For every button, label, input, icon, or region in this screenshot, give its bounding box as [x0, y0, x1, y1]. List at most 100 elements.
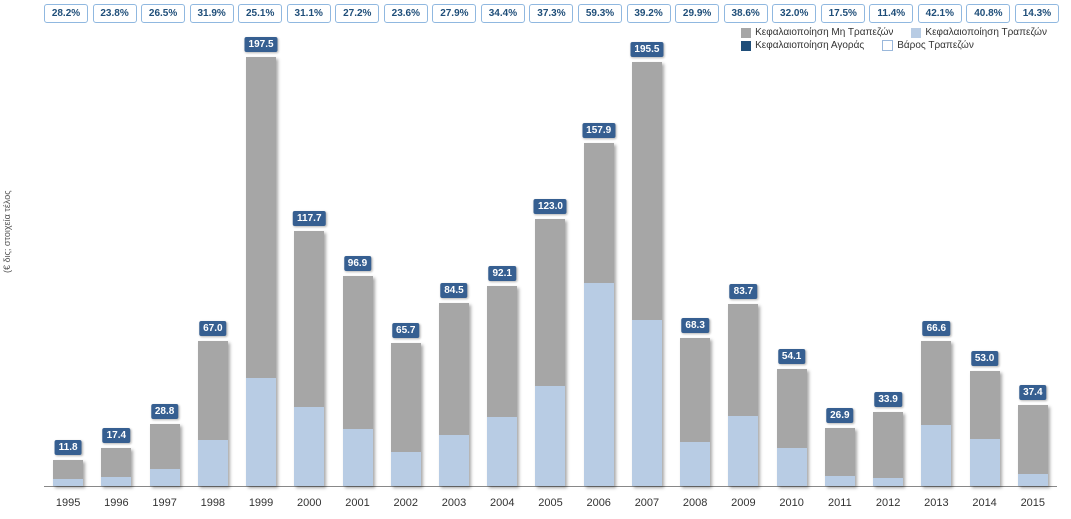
bar-segment-nonbanks — [53, 460, 83, 478]
stacked-bar: 117.7 — [294, 231, 324, 486]
bar-column: 26.9 — [816, 53, 864, 486]
percent-badge: 14.3% — [1015, 4, 1059, 23]
bar-total-label: 54.1 — [778, 349, 805, 364]
bar-segment-banks — [343, 429, 373, 486]
bar-segment-nonbanks — [439, 303, 469, 435]
stacked-bar: 157.9 — [584, 143, 614, 486]
bar-total-label: 68.3 — [681, 318, 708, 333]
bar-total-label: 65.7 — [392, 323, 419, 338]
stacked-bar: 195.5 — [632, 62, 662, 486]
stacked-bar: 92.1 — [487, 286, 517, 486]
bar-segment-nonbanks — [777, 369, 807, 449]
percent-badge: 23.8% — [93, 4, 137, 23]
bar-total-label: 96.9 — [344, 256, 371, 271]
bar-segment-banks — [294, 407, 324, 486]
bar-column: 66.6 — [912, 53, 960, 486]
bar-total-label: 37.4 — [1019, 385, 1046, 400]
stacked-bar: 65.7 — [391, 343, 421, 486]
bar-segment-nonbanks — [584, 143, 614, 282]
x-axis-label: 2010 — [768, 497, 816, 509]
stacked-bar: 54.1 — [777, 369, 807, 486]
legend-swatch-dark — [741, 41, 751, 51]
stacked-bar: 67.0 — [198, 341, 228, 486]
x-axis-label: 2014 — [960, 497, 1008, 509]
x-axis-label: 2015 — [1009, 497, 1057, 509]
bar-total-label: 26.9 — [826, 408, 853, 423]
x-axis-label: 1999 — [237, 497, 285, 509]
percent-badge: 27.2% — [335, 4, 379, 23]
bar-total-label: 53.0 — [971, 351, 998, 366]
bar-total-label: 11.8 — [55, 440, 82, 455]
stacked-bar: 37.4 — [1018, 405, 1048, 486]
x-axis-label: 2011 — [816, 497, 864, 509]
percent-badge: 38.6% — [724, 4, 768, 23]
bar-column: 96.9 — [333, 53, 381, 486]
percent-badge: 37.3% — [529, 4, 573, 23]
bar-column: 117.7 — [285, 53, 333, 486]
legend-swatch-gray — [741, 28, 751, 38]
bar-total-label: 83.7 — [730, 284, 757, 299]
bar-total-label: 92.1 — [488, 266, 515, 281]
x-axis-label: 2007 — [623, 497, 671, 509]
legend: Κεφαλαιοποίηση Μη Τραπεζών Κεφαλαιοποίησ… — [741, 27, 1047, 53]
stacked-bar: 96.9 — [343, 276, 373, 486]
x-axis-label: 1998 — [189, 497, 237, 509]
x-axis-label: 2003 — [430, 497, 478, 509]
x-axis-label: 2004 — [478, 497, 526, 509]
percent-badge: 28.2% — [44, 4, 88, 23]
legend-item: Βάρος Τραπεζών — [882, 40, 974, 51]
legend-item: Κεφαλαιοποίηση Τραπεζών — [911, 27, 1047, 38]
bar-total-label: 195.5 — [630, 42, 663, 57]
x-axis-label: 2005 — [526, 497, 574, 509]
stacked-bar: 28.8 — [150, 424, 180, 486]
bar-total-label: 67.0 — [199, 321, 226, 336]
bar-segment-banks — [246, 378, 276, 486]
bar-segment-banks — [487, 417, 517, 486]
bar-segment-banks — [680, 442, 710, 486]
x-axis: 1995199619971998199920002001200220032004… — [44, 497, 1057, 509]
legend-swatch-outline — [882, 40, 893, 51]
bar-segment-nonbanks — [728, 304, 758, 416]
percent-badge: 42.1% — [918, 4, 962, 23]
bar-column: 84.5 — [430, 53, 478, 486]
percent-badge: 29.9% — [675, 4, 719, 23]
bar-segment-nonbanks — [391, 343, 421, 452]
legend-label: Βάρος Τραπεζών — [897, 40, 974, 51]
bar-segment-banks — [198, 440, 228, 486]
bar-segment-nonbanks — [343, 276, 373, 429]
bar-total-label: 197.5 — [245, 37, 278, 52]
stacked-bar: 66.6 — [921, 341, 951, 486]
bar-segment-banks — [873, 478, 903, 486]
bar-column: 92.1 — [478, 53, 526, 486]
bar-column: 197.5 — [237, 53, 285, 486]
legend-item: Κεφαλαιοποίηση Μη Τραπεζών — [741, 27, 893, 38]
x-axis-label: 2002 — [382, 497, 430, 509]
bar-segment-nonbanks — [825, 428, 855, 476]
bar-total-label: 84.5 — [440, 283, 467, 298]
bar-column: 28.8 — [140, 53, 188, 486]
bar-column: 68.3 — [671, 53, 719, 486]
legend-swatch-light — [911, 28, 921, 38]
bar-segment-nonbanks — [535, 219, 565, 386]
bar-column: 157.9 — [575, 53, 623, 486]
bar-total-label: 66.6 — [923, 321, 950, 336]
bar-segment-banks — [921, 425, 951, 486]
x-axis-label: 2013 — [912, 497, 960, 509]
bar-segment-nonbanks — [632, 62, 662, 320]
percent-badge: 27.9% — [432, 4, 476, 23]
bar-total-label: 117.7 — [293, 211, 325, 226]
x-axis-label: 1995 — [44, 497, 92, 509]
bar-segment-nonbanks — [487, 286, 517, 417]
percent-row: 28.2%23.8%26.5%31.9%25.1%31.1%27.2%23.6%… — [0, 0, 1071, 23]
bar-total-label: 33.9 — [874, 392, 901, 407]
x-axis-label: 2001 — [333, 497, 381, 509]
legend-item: Κεφαλαιοποίηση Αγοράς — [741, 40, 864, 51]
bar-total-label: 28.8 — [151, 404, 178, 419]
bar-column: 53.0 — [960, 53, 1008, 486]
bar-segment-nonbanks — [873, 412, 903, 477]
bar-segment-banks — [970, 439, 1000, 486]
bar-column: 37.4 — [1009, 53, 1057, 486]
bar-segment-nonbanks — [294, 231, 324, 407]
bar-segment-banks — [439, 435, 469, 486]
percent-badge: 32.0% — [772, 4, 816, 23]
